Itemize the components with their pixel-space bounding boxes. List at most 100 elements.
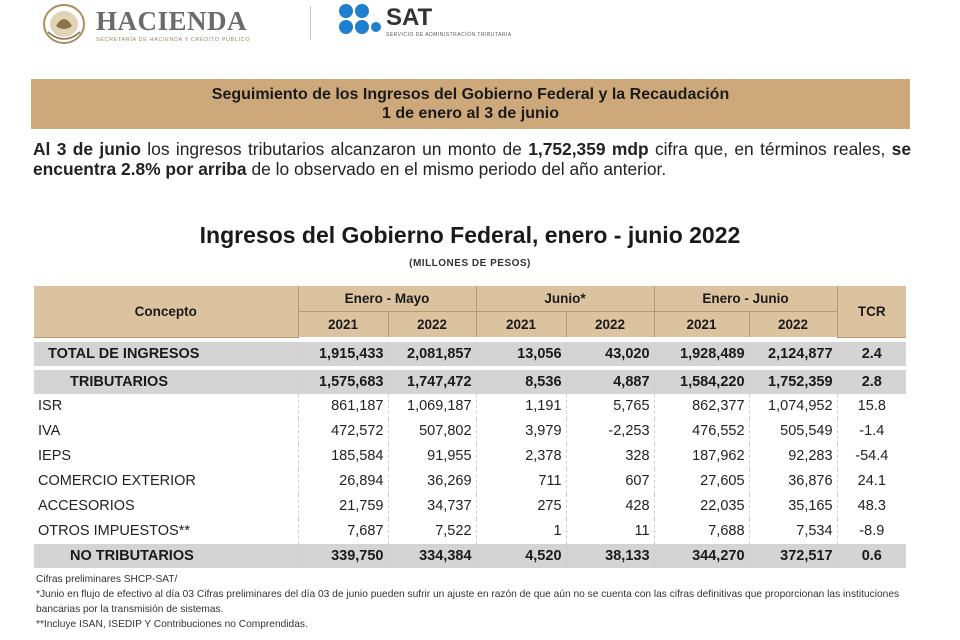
table-cell: 3,979	[475, 418, 567, 444]
table-cell: 711	[475, 468, 567, 494]
table-row-iva: IVA 472,572 507,802 3,979 -2,253 476,552…	[34, 418, 907, 444]
table-units: (MILLONES DE PESOS)	[409, 258, 531, 269]
table-cell: 428	[565, 493, 655, 519]
header-year: 2022	[748, 311, 838, 337]
row-label: COMERCIO EXTERIOR	[38, 473, 196, 489]
table-cell: 7,688	[653, 518, 750, 544]
table-row-otros-impuestos: OTROS IMPUESTOS** 7,687 7,522 1 11 7,688…	[34, 518, 907, 544]
sat-title: SAT	[386, 4, 433, 31]
table-cell: 1,575,683	[297, 369, 388, 394]
row-label: NO TRIBUTARIOS	[34, 543, 298, 568]
table-cell: 507,802	[387, 418, 477, 444]
table-cell: 339,750	[297, 543, 388, 568]
table-cell: 21,759	[297, 493, 388, 519]
table-cell: 328	[565, 443, 655, 469]
table-cell: 36,269	[387, 468, 477, 494]
header-enero-junio: Enero - Junio	[653, 286, 838, 312]
table-cell: 1,584,220	[653, 369, 750, 394]
sat-subtitle: SERVICIO DE ADMINISTRACIÓN TRIBUTARIA	[386, 32, 512, 38]
summary-growth: se encuentra 2.8% por arriba	[33, 139, 911, 179]
table-cell: 91,955	[387, 443, 477, 469]
table-cell: 1,747,472	[387, 369, 477, 394]
summary-paragraph: Al 3 de junio los ingresos tributarios a…	[33, 139, 911, 179]
table-cell: 35,165	[748, 493, 838, 519]
table-cell: 5,765	[565, 393, 655, 419]
table-cell-tcr: -8.9	[836, 518, 907, 544]
summary-text-2: cifra que, en términos reales,	[648, 139, 892, 159]
header-year: 2022	[387, 311, 477, 337]
table-cell: 862,377	[653, 393, 750, 419]
table-cell: -2,253	[565, 418, 655, 444]
table-cell: 472,572	[297, 418, 388, 444]
logo-divider	[310, 6, 311, 40]
table-cell: 22,035	[653, 493, 750, 519]
table-cell-tcr: 0.6	[836, 543, 907, 568]
table-cell: 8,536	[475, 369, 567, 394]
header-concept: Concepto	[34, 286, 298, 338]
table-cell: 7,687	[297, 518, 388, 544]
table-cell-tcr: -54.4	[836, 443, 907, 469]
title-banner: Seguimiento de los Ingresos del Gobierno…	[31, 79, 910, 129]
table-header-groups: Concepto Enero - Mayo Junio* Enero - Jun…	[34, 286, 907, 338]
table-cell: 1	[475, 518, 567, 544]
table-cell: 4,520	[475, 543, 567, 568]
table-cell: 1,074,952	[748, 393, 838, 419]
table-cell: 26,894	[297, 468, 388, 494]
summary-text-3: de lo observado en el mismo periodo del …	[246, 159, 667, 179]
table-row-no-tributarios: NO TRIBUTARIOS 339,750 334,384 4,520 38,…	[34, 543, 907, 568]
table-cell: 1,069,187	[387, 393, 477, 419]
table-cell-tcr: 2.8	[836, 369, 907, 394]
banner-title: Seguimiento de los Ingresos del Gobierno…	[211, 86, 730, 103]
table-cell: 43,020	[565, 341, 655, 366]
table-cell: 607	[565, 468, 655, 494]
table-cell: 11	[565, 518, 655, 544]
table-cell: 185,584	[297, 443, 388, 469]
revenue-table: Concepto Enero - Mayo Junio* Enero - Jun…	[34, 286, 907, 568]
table-cell: 36,876	[748, 468, 838, 494]
table-title: Ingresos del Gobierno Federal, enero - j…	[199, 222, 741, 248]
table-cell: 38,133	[565, 543, 655, 568]
header-junio: Junio*	[475, 286, 655, 312]
header-year: 2021	[653, 311, 750, 337]
row-label: OTROS IMPUESTOS**	[38, 523, 191, 539]
sat-logo: SAT SERVICIO DE ADMINISTRACIÓN TRIBUTARI…	[338, 0, 512, 44]
table-cell: 2,124,877	[748, 341, 838, 366]
row-label: ISR	[38, 398, 63, 414]
summary-date: Al 3 de junio	[33, 139, 141, 159]
hacienda-title: HACIENDA	[96, 5, 248, 36]
hacienda-subtitle: SECRETARÍA DE HACIENDA Y CRÉDITO PÚBLICO	[96, 36, 251, 43]
header-year: 2022	[565, 311, 655, 337]
table-cell: 2,081,857	[387, 341, 477, 366]
banner-date-range: 1 de enero al 3 de junio	[382, 105, 559, 122]
sat-dots-icon	[339, 4, 381, 34]
table-cell: 2,378	[475, 443, 567, 469]
row-label: ACCESORIOS	[38, 498, 135, 514]
table-cell-tcr: 48.3	[836, 493, 907, 519]
table-cell-tcr: 15.8	[836, 393, 907, 419]
footnote-otros: **Incluye ISAN, ISEDIP Y Contribuciones …	[36, 619, 308, 630]
table-cell: 27,605	[653, 468, 750, 494]
footnote-source: Cifras preliminares SHCP-SAT/	[36, 574, 178, 585]
table-cell: 1,191	[475, 393, 567, 419]
header-year: 2021	[475, 311, 567, 337]
table-cell: 187,962	[653, 443, 750, 469]
mexico-seal-icon	[43, 4, 85, 44]
table-cell: 861,187	[297, 393, 388, 419]
table-cell: 476,552	[653, 418, 750, 444]
table-header-years: 2021 2022 2021 2022 2021 2022	[34, 311, 906, 337]
table-cell: 372,517	[748, 543, 838, 568]
table-cell: 34,737	[387, 493, 477, 519]
footnote-junio: *Junio en flujo de efectivo al día 03 Ci…	[36, 589, 900, 615]
table-cell: 7,534	[748, 518, 838, 544]
table-row-accesorios: ACCESORIOS 21,759 34,737 275 428 22,035 …	[34, 493, 907, 519]
row-label: IEPS	[38, 448, 72, 464]
footnotes: Cifras preliminares SHCP-SAT/ *Junio en …	[36, 572, 916, 632]
table-cell: 4,887	[565, 369, 655, 394]
table-row-isr: ISR 861,187 1,069,187 1,191 5,765 862,37…	[34, 393, 907, 419]
table-row-comercio-exterior: COMERCIO EXTERIOR 26,894 36,269 711 607 …	[34, 468, 907, 494]
table-cell: 1,915,433	[297, 341, 388, 366]
table-cell: 7,522	[387, 518, 477, 544]
table-cell: 1,928,489	[653, 341, 750, 366]
table-cell: 92,283	[748, 443, 838, 469]
table-row-total: TOTAL DE INGRESOS 1,915,433 2,081,857 13…	[34, 341, 907, 366]
